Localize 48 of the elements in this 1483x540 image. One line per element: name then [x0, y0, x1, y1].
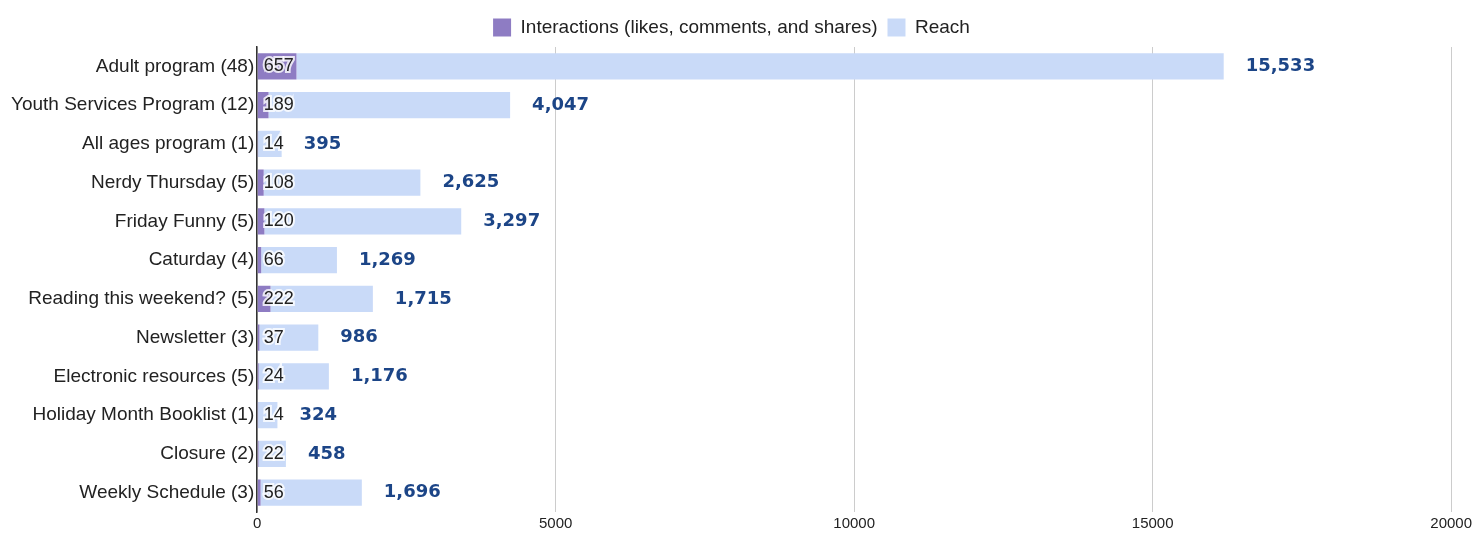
y-tick-label: Youth Services Program (12) — [10, 93, 255, 115]
y-tick-label: Closure (2) — [160, 442, 255, 464]
bar — [257, 169, 264, 196]
data-label: 15,533 — [1245, 54, 1316, 76]
data-label: 14 — [263, 404, 284, 425]
data-label: 14 — [263, 132, 284, 153]
data-label: 3,297 — [483, 209, 541, 231]
data-label: 56 — [263, 481, 284, 502]
data-label: 1,269 — [358, 247, 416, 269]
y-tick-label: Weekly Schedule (3) — [79, 480, 255, 502]
x-tick-label: 15000 — [1131, 514, 1174, 532]
data-label: 37 — [263, 326, 284, 347]
bar — [257, 479, 261, 506]
bar — [263, 169, 421, 196]
data-label: 986 — [340, 325, 378, 347]
y-tick-label: Newsletter (3) — [135, 325, 255, 347]
x-tick-label: 0 — [253, 514, 262, 532]
data-label: 324 — [299, 402, 337, 424]
y-tick-label: Friday Funny (5) — [114, 209, 255, 231]
y-tick-label: Adult program (48) — [95, 54, 255, 76]
data-label: 1,176 — [350, 364, 408, 386]
x-tick-label: 10000 — [833, 514, 876, 532]
data-label: 120 — [263, 210, 294, 231]
x-tick-label: 20000 — [1430, 514, 1472, 532]
y-tick-label: Electronic resources (5) — [53, 364, 255, 386]
data-label: 222 — [263, 287, 294, 308]
data-label: 189 — [263, 94, 294, 115]
data-label: 2,625 — [442, 170, 500, 192]
data-label: 458 — [307, 441, 346, 463]
y-tick-label: Holiday Month Booklist (1) — [32, 403, 255, 425]
legend-label: Interactions (likes, comments, and shares) — [520, 15, 878, 37]
data-label: 108 — [263, 171, 294, 192]
y-tick-label: Reading this weekend? (5) — [28, 287, 255, 309]
data-label: 395 — [303, 131, 342, 153]
legend-label: Reach — [915, 15, 970, 37]
data-label: 657 — [263, 55, 294, 76]
data-label: 22 — [263, 442, 284, 463]
y-tick-label: All ages program (1) — [82, 132, 255, 154]
bar — [264, 208, 462, 235]
data-label: 1,715 — [394, 286, 452, 308]
y-tick-label: Nerdy Thursday (5) — [90, 170, 255, 192]
data-label: 24 — [263, 365, 284, 386]
x-tick-label: 5000 — [539, 514, 573, 532]
data-label: 66 — [263, 249, 284, 270]
y-tick-label: Caturday (4) — [148, 248, 255, 270]
bar — [296, 53, 1224, 80]
data-label: 1,696 — [383, 480, 441, 502]
data-label: 4,047 — [532, 92, 590, 114]
